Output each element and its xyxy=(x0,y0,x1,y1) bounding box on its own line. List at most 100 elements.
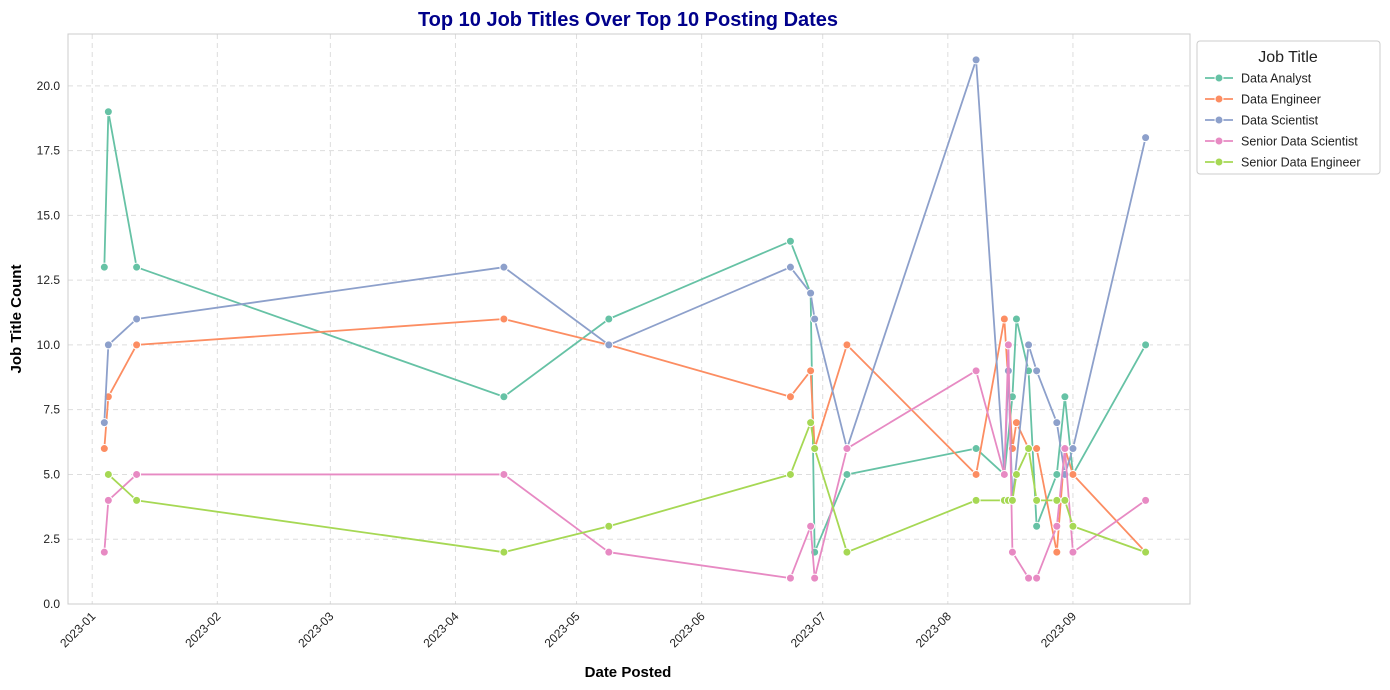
data-point xyxy=(99,262,109,272)
data-point xyxy=(1141,547,1151,557)
series-line xyxy=(103,110,1147,554)
data-point xyxy=(785,236,795,246)
data-point xyxy=(132,314,142,324)
y-tick-label: 5.0 xyxy=(43,467,60,481)
data-point xyxy=(1068,469,1078,479)
data-point xyxy=(1141,495,1151,505)
data-point xyxy=(1011,418,1021,428)
legend-item: Senior Data Engineer xyxy=(1205,156,1361,170)
legend-label: Data Engineer xyxy=(1241,93,1321,107)
chart-title: Top 10 Job Titles Over Top 10 Posting Da… xyxy=(418,9,838,31)
x-axis-ticks: 2023-01 2023-02 2023-03 2023-04 2023-05 2023-… xyxy=(57,609,1079,650)
data-point xyxy=(1052,418,1062,428)
y-tick-label: 10.0 xyxy=(37,338,61,352)
legend-marker xyxy=(1214,157,1224,167)
data-point xyxy=(971,444,981,454)
y-tick-label: 0.0 xyxy=(43,597,60,611)
legend-title: Job Title xyxy=(1258,49,1318,66)
x-tick-label: 2023-07 xyxy=(788,609,829,650)
legend-item: Data Engineer xyxy=(1205,93,1321,107)
series-layer xyxy=(99,55,1151,583)
data-point xyxy=(499,547,509,557)
data-point xyxy=(785,469,795,479)
legend: Job Title Data Analyst Data Engineer Data … xyxy=(1196,40,1381,175)
y-tick-label: 20.0 xyxy=(37,79,61,93)
data-point xyxy=(132,340,142,350)
data-point xyxy=(842,340,852,350)
series-data-engineer xyxy=(99,314,1151,557)
legend-box xyxy=(1196,40,1381,175)
data-point xyxy=(1052,521,1062,531)
data-point xyxy=(1024,444,1034,454)
data-point xyxy=(842,547,852,557)
data-point xyxy=(132,495,142,505)
data-point xyxy=(1141,133,1151,143)
series-senior-data-engineer xyxy=(103,418,1151,557)
data-point xyxy=(1060,444,1070,454)
y-tick-label: 17.5 xyxy=(37,144,61,158)
data-point xyxy=(1068,521,1078,531)
data-point xyxy=(103,340,113,350)
data-point xyxy=(132,469,142,479)
x-tick-label: 2023-03 xyxy=(295,609,336,650)
data-point xyxy=(1032,444,1042,454)
legend-label: Data Scientist xyxy=(1241,114,1319,128)
data-point xyxy=(1052,547,1062,557)
data-point xyxy=(1141,340,1151,350)
data-point xyxy=(1060,495,1070,505)
data-point xyxy=(499,262,509,272)
data-point xyxy=(132,262,142,272)
data-point xyxy=(1032,521,1042,531)
y-tick-label: 15.0 xyxy=(37,208,61,222)
data-point xyxy=(1011,469,1021,479)
data-point xyxy=(810,573,820,583)
data-point xyxy=(999,469,1009,479)
data-point xyxy=(499,392,509,402)
data-point xyxy=(604,314,614,324)
data-point xyxy=(499,469,509,479)
data-point xyxy=(806,288,816,298)
data-point xyxy=(1007,495,1017,505)
series-senior-data-scientist xyxy=(99,340,1151,583)
data-point xyxy=(1024,340,1034,350)
data-point xyxy=(785,573,795,583)
plot-area-frame xyxy=(67,33,1191,605)
data-point xyxy=(1068,444,1078,454)
legend-marker xyxy=(1214,94,1224,104)
series-line xyxy=(107,421,1146,554)
series-data-analyst xyxy=(99,107,1151,557)
legend-label: Data Analyst xyxy=(1241,72,1312,86)
legend-label: Senior Data Engineer xyxy=(1241,156,1361,170)
y-axis-label: Job Title Count xyxy=(8,265,25,374)
y-tick-label: 12.5 xyxy=(37,273,61,287)
data-point xyxy=(499,314,509,324)
data-point xyxy=(999,314,1009,324)
data-point xyxy=(604,340,614,350)
y-tick-label: 7.5 xyxy=(43,403,60,417)
x-tick-label: 2023-09 xyxy=(1038,609,1079,650)
data-point xyxy=(1032,573,1042,583)
data-point xyxy=(1068,547,1078,557)
data-point xyxy=(806,418,816,428)
x-tick-label: 2023-01 xyxy=(57,609,98,650)
data-point xyxy=(604,547,614,557)
data-point xyxy=(99,444,109,454)
data-point xyxy=(1052,495,1062,505)
x-tick-label: 2023-06 xyxy=(667,609,708,650)
data-point xyxy=(103,107,113,117)
data-point xyxy=(1032,495,1042,505)
data-point xyxy=(842,469,852,479)
data-point xyxy=(99,547,109,557)
legend-item: Data Analyst xyxy=(1205,72,1312,86)
data-point xyxy=(785,392,795,402)
data-point xyxy=(842,444,852,454)
data-point xyxy=(971,366,981,376)
x-tick-label: 2023-04 xyxy=(421,609,462,650)
legend-label: Senior Data Scientist xyxy=(1241,135,1358,149)
legend-item: Senior Data Scientist xyxy=(1205,135,1358,149)
data-point xyxy=(810,314,820,324)
x-axis-label: Date Posted xyxy=(585,664,672,681)
data-point xyxy=(806,366,816,376)
data-point xyxy=(806,521,816,531)
x-tick-label: 2023-02 xyxy=(182,609,223,650)
